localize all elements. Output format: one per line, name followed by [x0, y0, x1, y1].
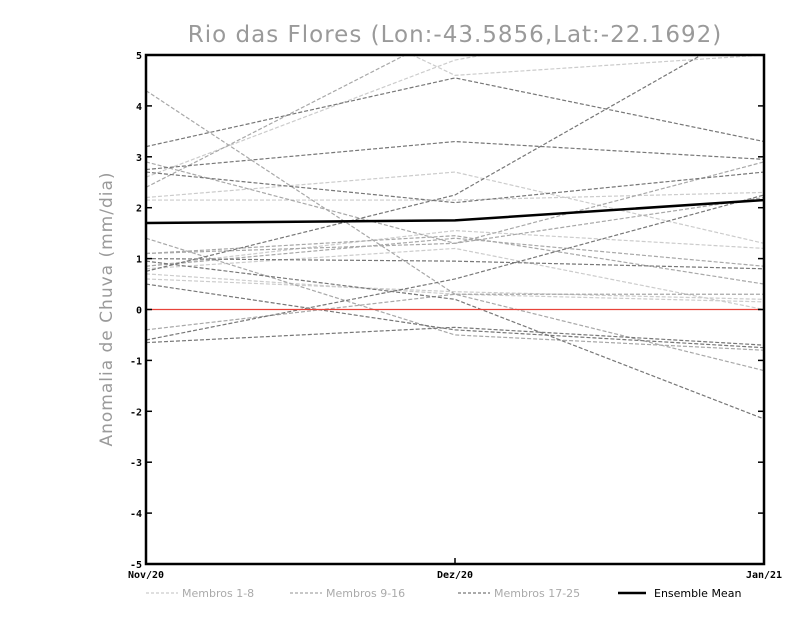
legend-label: Membros 1-8 [182, 587, 254, 600]
member-line-3-1 [146, 77, 764, 148]
member-line-2-2 [146, 90, 764, 372]
member-lines [146, 55, 764, 420]
y-tick-label: 3 [136, 153, 142, 164]
y-tick-label: 0 [136, 306, 142, 317]
member-line-2-7 [146, 235, 764, 285]
x-axis-ticks: Nov/20 Dez/20 Jan/21 [128, 558, 782, 581]
x-tick-label: Nov/20 [128, 570, 164, 581]
x-tick-label: Dez/20 [437, 570, 473, 581]
member-line-1-6 [146, 273, 764, 303]
member-line-1-2 [146, 171, 764, 244]
y-axis-ticks: 5 4 3 2 1 0 -1 -2 -3 -4 -5 [130, 51, 764, 571]
ensemble-mean-line [145, 198, 765, 225]
y-tick-label: -4 [130, 509, 142, 520]
y-tick-label: 2 [136, 204, 142, 215]
member-line-3-5 [146, 258, 764, 270]
member-line-3-8 [146, 326, 764, 346]
member-line-3-4 [146, 55, 703, 272]
legend-label: Membros 17-25 [494, 587, 580, 600]
y-tick-label: 5 [136, 51, 142, 62]
x-tick-label: Jan/21 [746, 570, 782, 581]
member-line-1-1 [410, 55, 764, 76]
y-tick-label: -3 [130, 458, 142, 469]
member-line-3-2 [146, 140, 764, 171]
member-line-2-5 [146, 237, 764, 267]
legend: Membros 1-8 Membros 9-16 Membros 17-25 Ense… [146, 587, 741, 600]
legend-label: Membros 9-16 [326, 587, 405, 600]
member-line-1-4 [146, 191, 764, 201]
member-line-2-3 [146, 161, 764, 255]
member-line-2-4 [146, 237, 764, 351]
member-line-1-5 [146, 247, 764, 311]
y-tick-label: -1 [130, 356, 142, 367]
y-tick-label: -5 [130, 560, 142, 571]
chart-title: Rio das Flores (Lon:-43.5856,Lat:-22.169… [188, 22, 722, 48]
member-line-3-3 [146, 171, 764, 204]
member-line-1-3 [146, 55, 487, 178]
member-line-2-1 [146, 161, 764, 244]
y-tick-label: -2 [130, 407, 142, 418]
member-line-3-9 [146, 260, 764, 420]
member-line-1-8 [146, 278, 764, 300]
member-line-3-6 [146, 283, 764, 349]
y-tick-label: 4 [136, 102, 142, 113]
y-axis-label: Anomalia de Chuva (mm/dia) [97, 171, 117, 446]
member-line-2-6 [146, 293, 764, 331]
member-line-1-7 [146, 230, 764, 267]
y-tick-label: 1 [136, 255, 142, 266]
legend-label: Ensemble Mean [654, 587, 741, 600]
member-line-3-7 [146, 194, 764, 341]
member-line-2-8 [146, 55, 407, 188]
